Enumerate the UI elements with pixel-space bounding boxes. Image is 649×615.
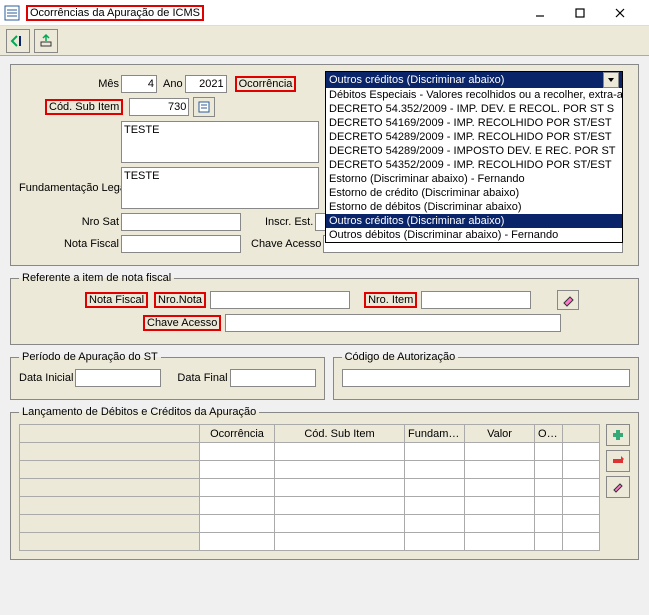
table-row[interactable] (20, 479, 600, 497)
mes-label: Mês (19, 78, 119, 90)
minimize-button[interactable] (523, 0, 563, 26)
ocorrencia-option[interactable]: DECRETO 54169/2009 - IMP. RECOLHIDO POR … (326, 116, 622, 130)
codigo-aut-legend: Código de Autorização (342, 351, 459, 363)
ocorrencia-option[interactable]: Estorno (Discriminar abaixo) - Fernando (326, 172, 622, 186)
data-inicial-input[interactable] (75, 369, 161, 387)
nro-sat-label: Nro Sat (19, 216, 119, 228)
ref-item-fieldset: Referente a item de nota fiscal Nota Fis… (10, 272, 639, 345)
table-row[interactable] (20, 461, 600, 479)
grid-side-buttons (606, 424, 630, 502)
ocorrencia-option[interactable]: DECRETO 54289/2009 - IMPOSTO DEV. E REC.… (326, 144, 622, 158)
codigo-aut-input[interactable] (342, 369, 630, 387)
grid-remove-button[interactable] (606, 450, 630, 472)
toolbar (0, 26, 649, 56)
close-button[interactable] (603, 0, 643, 26)
back-button[interactable] (6, 29, 30, 53)
grid-header[interactable]: Fundamentação Legal (405, 425, 465, 443)
grid-add-button[interactable] (606, 424, 630, 446)
erase-button[interactable] (557, 290, 579, 310)
grid-header[interactable]: Cód. Sub Item (275, 425, 405, 443)
grid-header[interactable]: Valor (465, 425, 535, 443)
window-title: Ocorrências da Apuração de ICMS (26, 5, 204, 21)
main-panel: Mês Ano Ocorrência Outros créditos (Disc… (10, 64, 639, 266)
cod-sub-lookup[interactable] (193, 97, 215, 117)
ocorrencia-option[interactable]: Outros créditos (Discriminar abaixo) (326, 214, 622, 228)
data-final-input[interactable] (230, 369, 316, 387)
mes-input[interactable] (121, 75, 157, 93)
cod-sub-input[interactable] (129, 98, 189, 116)
cod-sub-label: Cód. Sub Item (49, 101, 119, 113)
app-icon (4, 5, 20, 21)
grid-header[interactable]: Ocorrência (200, 425, 275, 443)
periodo-st-fieldset: Período de Apuração do ST Data Inicial D… (10, 351, 325, 400)
ocorrencia-option[interactable]: Estorno de crédito (Discriminar abaixo) (326, 186, 622, 200)
ref-item-legend: Referente a item de nota fiscal (19, 272, 174, 284)
lancamento-grid[interactable]: OcorrênciaCód. Sub ItemFundamentação Leg… (19, 424, 600, 551)
ocorrencia-option[interactable]: Outros débitos (Discriminar abaixo) - Fe… (326, 228, 622, 242)
lancamento-fieldset: Lançamento de Débitos e Créditos da Apur… (10, 406, 639, 560)
grid-header[interactable] (563, 425, 600, 443)
ocorrencia-option[interactable]: Estorno de débitos (Discriminar abaixo) (326, 200, 622, 214)
ocorrencia-option[interactable]: Débitos Especiais - Valores recolhidos o… (326, 88, 622, 102)
teste-text[interactable]: TESTE (121, 121, 319, 163)
dropdown-toggle[interactable] (603, 72, 619, 88)
data-final-label: Data Final (177, 372, 227, 384)
ano-label: Ano (163, 78, 183, 90)
nro-item-label: Nro. Item (368, 294, 413, 306)
periodo-st-legend: Período de Apuração do ST (19, 351, 161, 363)
window-titlebar: Ocorrências da Apuração de ICMS (0, 0, 649, 26)
ano-input[interactable] (185, 75, 227, 93)
grid-edit-button[interactable] (606, 476, 630, 498)
chave-acesso-label: Chave Acesso (251, 238, 321, 250)
table-row[interactable] (20, 443, 600, 461)
nro-nota-label: Nro.Nota (158, 294, 202, 306)
maximize-button[interactable] (563, 0, 603, 26)
ocorrencia-option[interactable]: DECRETO 54352/2009 - IMP. RECOLHIDO POR … (326, 158, 622, 172)
nro-sat-input[interactable] (121, 213, 241, 231)
grid-header[interactable]: Operação (535, 425, 563, 443)
ocorrencia-selected: Outros créditos (Discriminar abaixo) (329, 74, 504, 86)
table-row[interactable] (20, 533, 600, 551)
codigo-aut-fieldset: Código de Autorização (333, 351, 639, 400)
ref-chave-acesso-input[interactable] (225, 314, 561, 332)
nota-fiscal-label: Nota Fiscal (19, 238, 119, 250)
nro-nota-input[interactable] (210, 291, 350, 309)
data-inicial-label: Data Inicial (19, 372, 73, 384)
inscr-est-label: Inscr. Est. (265, 216, 313, 228)
fund-legal-label: Fundamentação Legal (19, 182, 119, 194)
ocorrencia-dropdown[interactable]: Outros créditos (Discriminar abaixo) Déb… (325, 71, 623, 243)
lancamento-legend: Lançamento de Débitos e Créditos da Apur… (19, 406, 259, 418)
ocorrencia-option[interactable]: DECRETO 54289/2009 - IMP. RECOLHIDO POR … (326, 130, 622, 144)
ref-nota-fiscal-label: Nota Fiscal (89, 294, 144, 306)
fund-legal-text[interactable]: TESTE (121, 167, 319, 209)
nro-item-input[interactable] (421, 291, 531, 309)
table-row[interactable] (20, 497, 600, 515)
ocorrencia-option[interactable]: DECRETO 54.352/2009 - IMP. DEV. E RECOL.… (326, 102, 622, 116)
ref-chave-acesso-label: Chave Acesso (147, 317, 217, 329)
export-button[interactable] (34, 29, 58, 53)
nota-fiscal-input[interactable] (121, 235, 241, 253)
table-row[interactable] (20, 515, 600, 533)
ocorrencia-label: Ocorrência (239, 78, 293, 90)
